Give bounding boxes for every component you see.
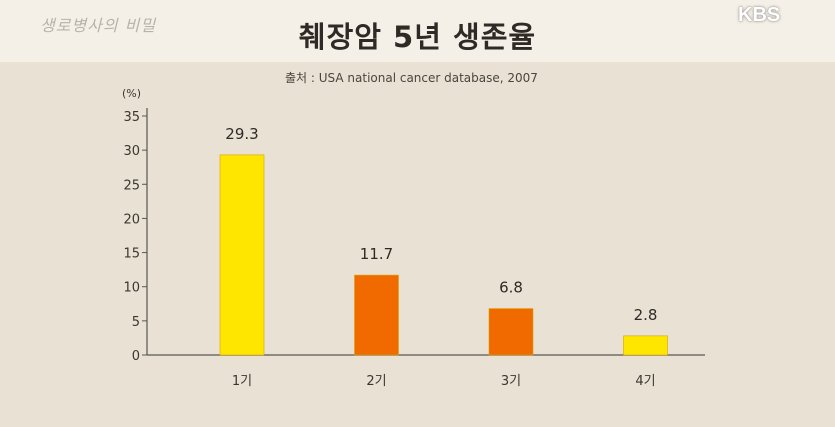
bar [488,308,534,356]
bar-value-label: 6.8 [499,279,523,297]
bar [354,274,399,356]
x-category-label: 4기 [635,374,655,389]
y-tick-label: 30 [123,144,140,159]
bars: 29.3 11.7 6.8 2.8 [219,125,668,356]
y-tick-label: 25 [123,178,140,193]
y-tick-label: 0 [132,349,140,364]
y-tick-label: 15 [123,247,140,262]
y-axis-unit: (%) [122,87,141,100]
bar-value-label: 2.8 [634,306,658,324]
show-logo: 생로병사의 비밀 [40,16,157,35]
x-axis: 1기 2기 3기 4기 [147,354,705,389]
chart-title: 췌장암 5년 생존율 [298,20,537,54]
x-category-label: 2기 [366,374,386,389]
bar-value-label: 29.3 [225,125,258,143]
bar [623,335,668,356]
y-tick-label: 20 [123,212,140,227]
y-axis: 0 5 10 15 20 25 30 35 [123,108,148,364]
header-band [0,0,835,62]
y-tick-label: 5 [132,315,140,330]
x-category-label: 1기 [232,374,252,389]
bar [219,154,265,356]
chart-source: 출처 : USA national cancer database, 2007 [285,71,538,85]
bar-value-label: 11.7 [360,245,393,263]
y-tick-label: 35 [123,110,140,125]
network-logo: KBS [738,4,781,26]
x-category-label: 3기 [501,374,521,389]
y-tick-label: 10 [123,281,140,296]
